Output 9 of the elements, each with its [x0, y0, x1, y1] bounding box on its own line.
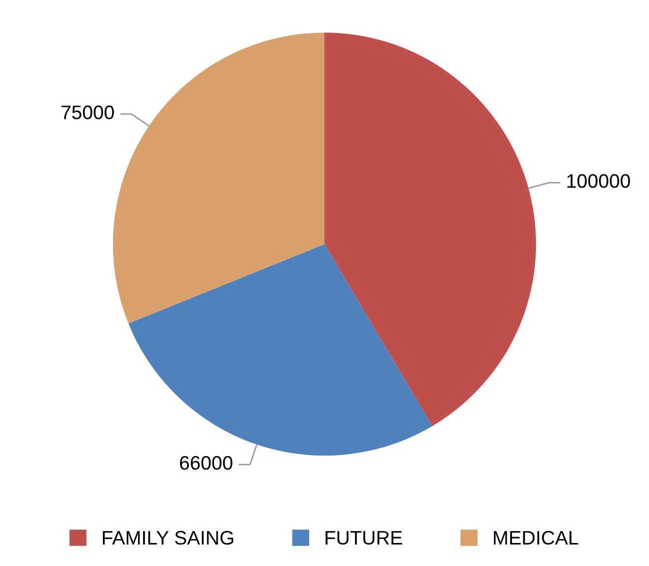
data-label: 100000 — [567, 174, 630, 188]
legend-label: FAMILY SAING — [102, 530, 234, 545]
data-label: 75000 — [62, 106, 114, 120]
legend-label: FUTURE — [326, 531, 402, 545]
pie-slice — [324, 32, 536, 426]
pie-slice — [113, 32, 324, 324]
pie-slice — [128, 244, 432, 456]
legend-label: MEDICAL — [494, 530, 578, 545]
data-label: 66000 — [180, 456, 232, 470]
